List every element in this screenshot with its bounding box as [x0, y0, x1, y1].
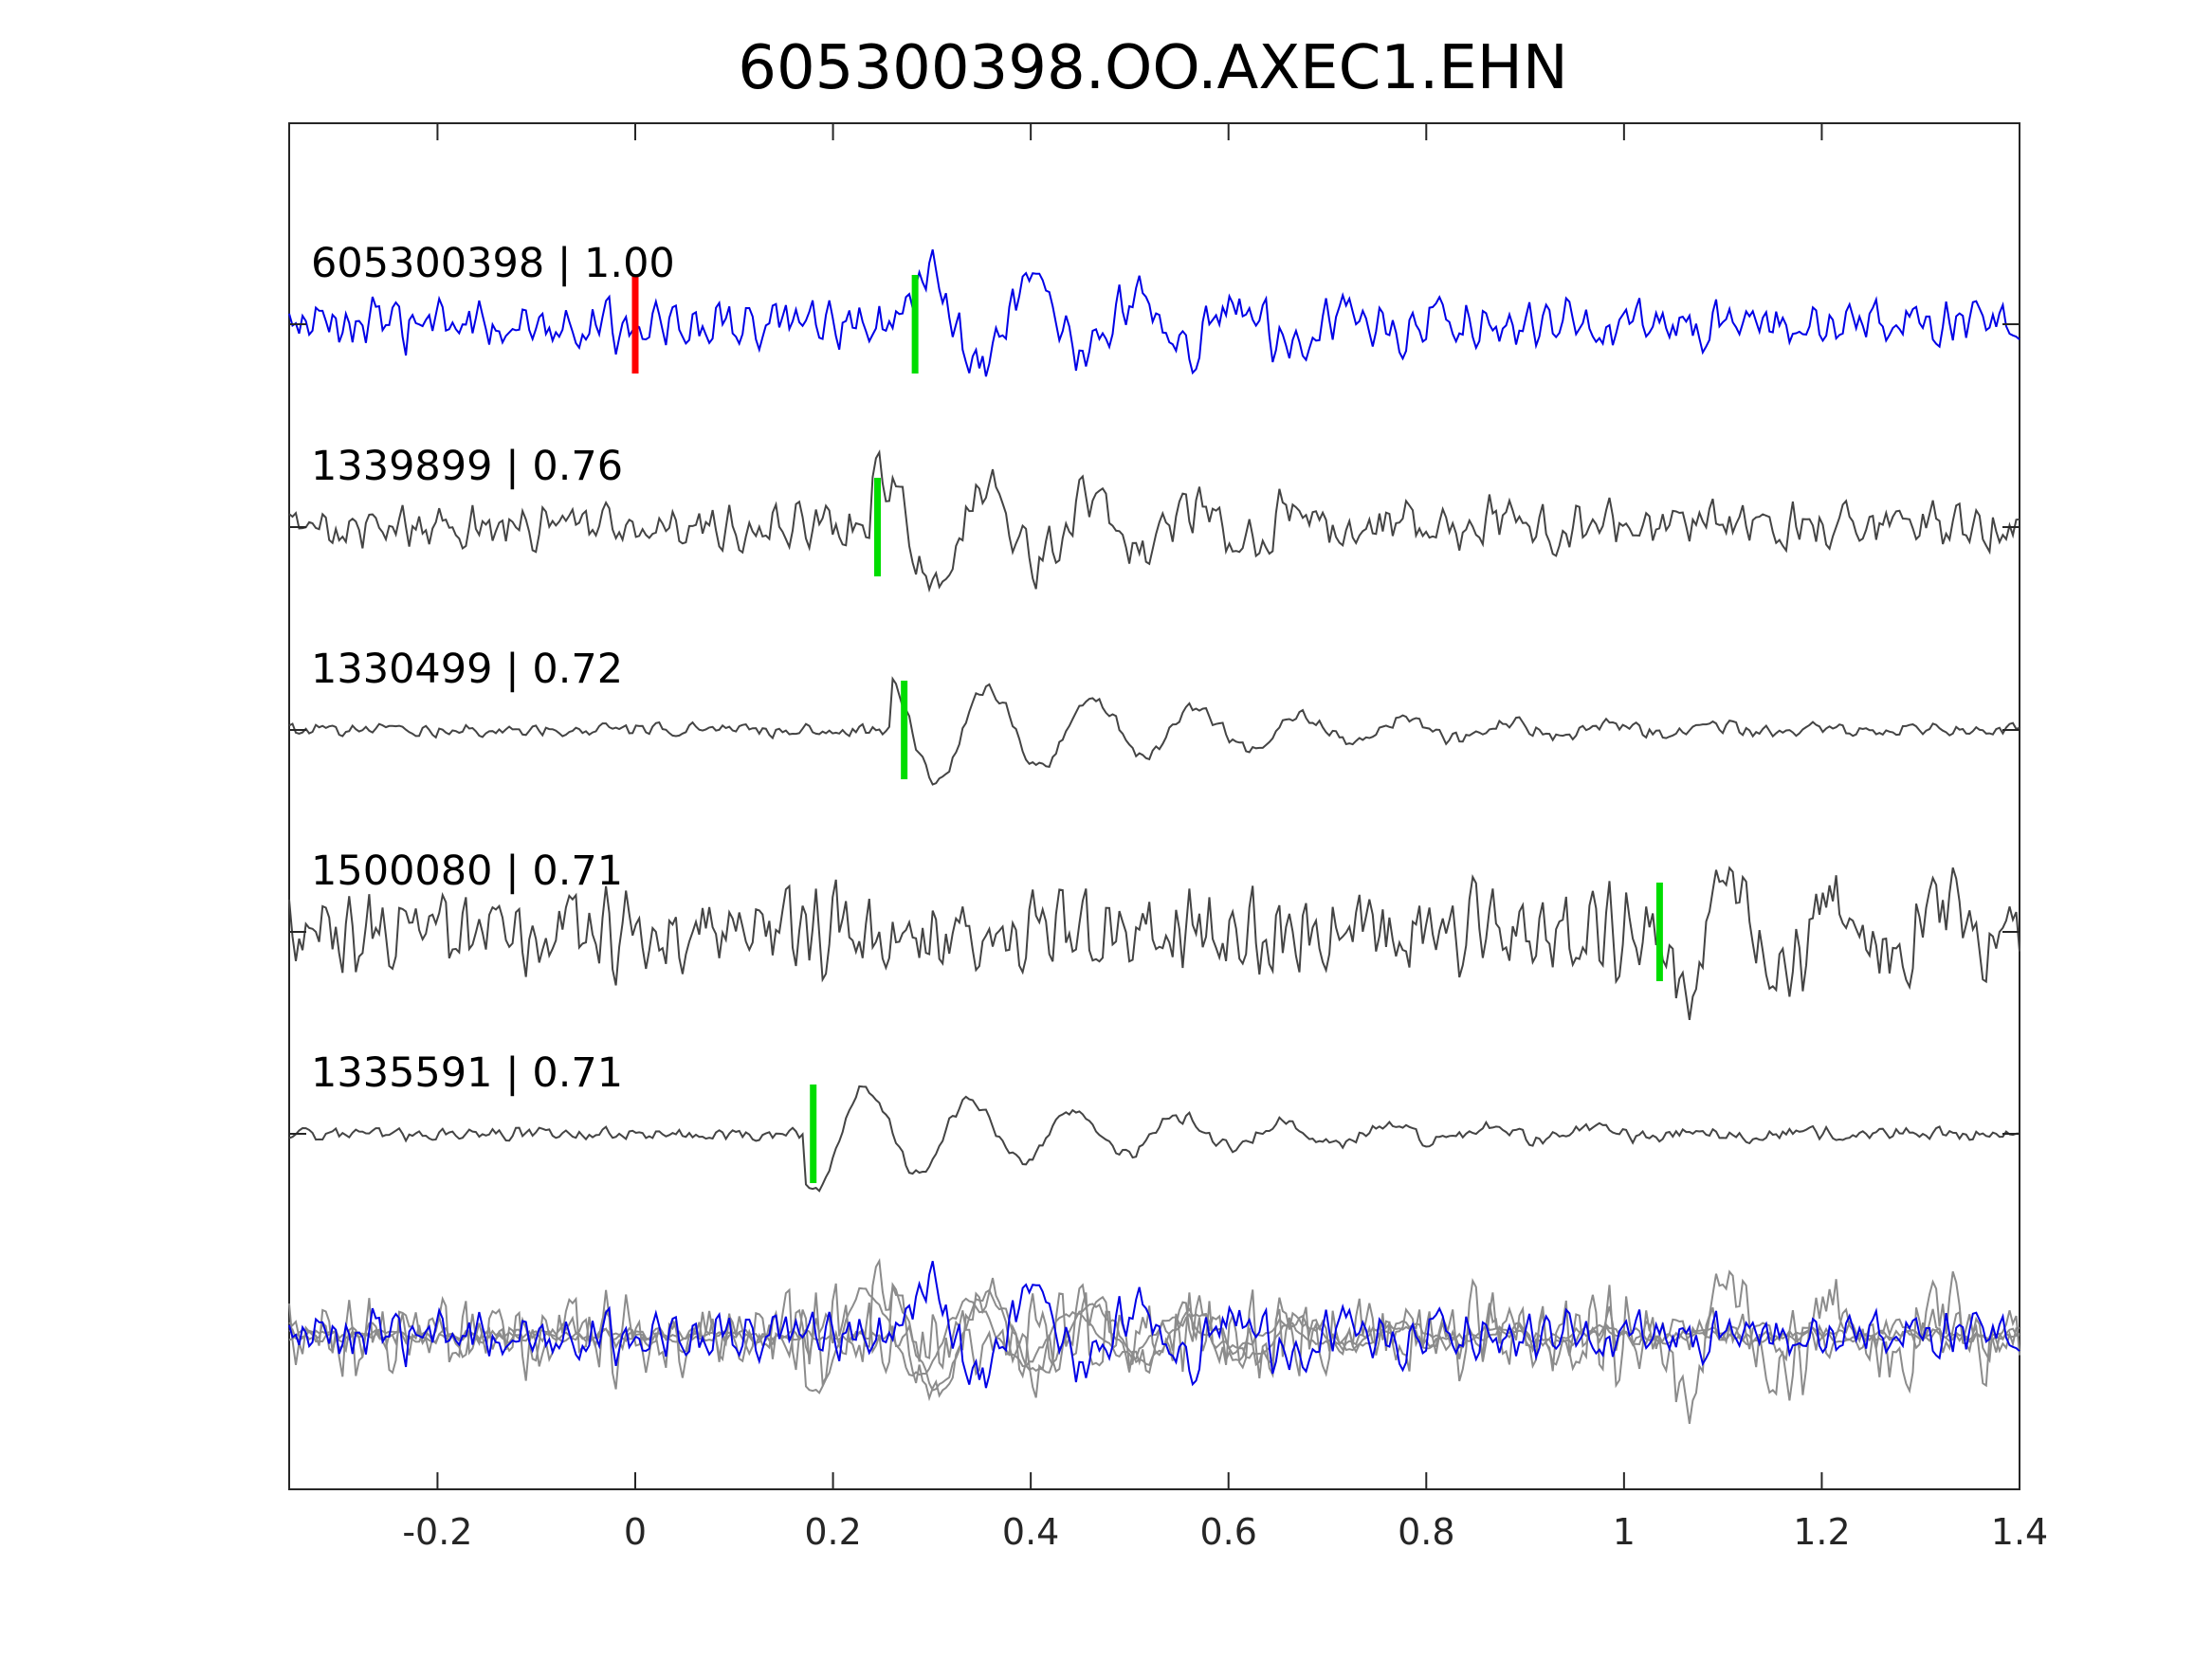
x-tick-label: 0.8 [1398, 1511, 1454, 1553]
pick-markers [631, 275, 1663, 1183]
x-tick-label: 0.6 [1199, 1511, 1256, 1553]
chart-title: 605300398.OO.AXEC1.EHN [738, 33, 1568, 103]
overlay-line-605300398 [288, 1261, 2020, 1389]
x-tick-label: 0 [624, 1511, 647, 1553]
trace-line-1339899 [288, 448, 2020, 593]
trace-label-605300398: 605300398 | 1.00 [311, 240, 675, 287]
trace-label-1339899: 1339899 | 0.76 [311, 443, 623, 490]
trace-label-1335591: 1335591 | 0.71 [311, 1049, 623, 1097]
trace-line-1500080 [288, 866, 2020, 1020]
x-tick-label: 1 [1613, 1511, 1636, 1553]
waveform-traces [288, 249, 2020, 1193]
trace-label-1330499: 1330499 | 0.72 [311, 646, 623, 693]
trace-line-605300398 [288, 249, 2020, 377]
x-tick-label: 0.2 [804, 1511, 861, 1553]
trace-baseline-ticks [289, 323, 2020, 1135]
x-tick-label: 1.2 [1793, 1511, 1850, 1553]
axes-box [288, 122, 2020, 1490]
trace-line-1330499 [288, 676, 2020, 786]
overlay-line-1500080 [288, 1269, 2020, 1424]
trace-labels: 605300398 | 1.00 1339899 | 0.76 1330499 | … [311, 240, 675, 1097]
x-tick-label: 0.4 [1002, 1511, 1059, 1553]
x-tick-label: 1.4 [1991, 1511, 2048, 1553]
trace-line-1335591 [288, 1085, 2020, 1193]
trace-label-1500080: 1500080 | 0.71 [311, 848, 623, 895]
x-axis-ticks: -0.2 0 0.2 0.4 0.6 0.8 1 1.2 1.4 [402, 123, 2048, 1553]
overlay-traces [288, 1257, 2020, 1424]
overlay-line-1335591 [288, 1286, 2020, 1395]
plot-area: 605300398 | 1.00 1339899 | 0.76 1330499 | … [288, 122, 2048, 1553]
x-tick-label: -0.2 [402, 1511, 472, 1553]
